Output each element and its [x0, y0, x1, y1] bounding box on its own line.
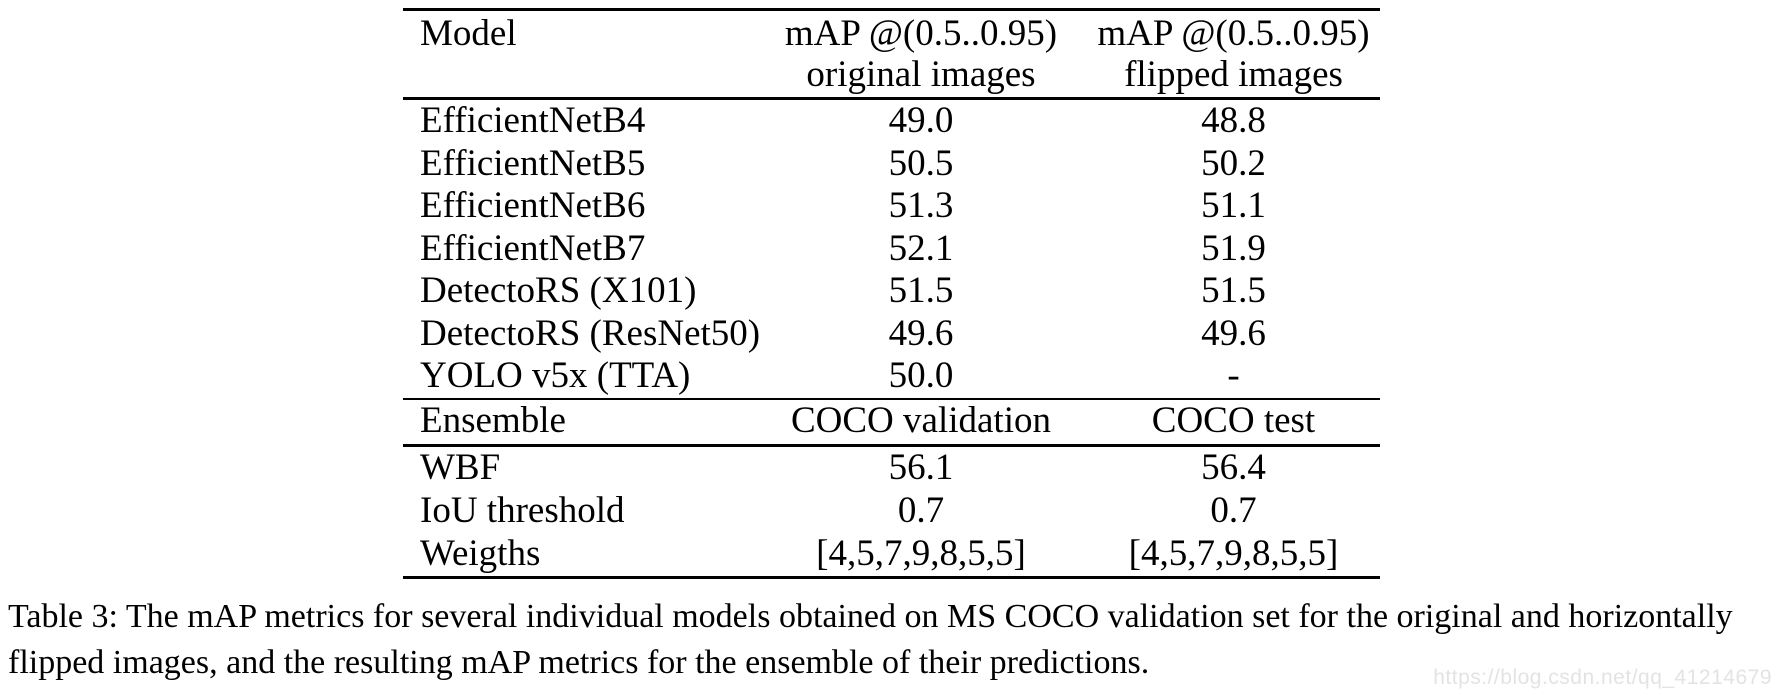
- model-name: DetectoRS (X101): [420, 270, 697, 311]
- iou-threshold-test: 0.7: [1210, 489, 1257, 531]
- map-flipped: -: [1227, 355, 1240, 396]
- weights-test: [4,5,7,9,8,5,5]: [1128, 532, 1339, 574]
- header-map-original: mAP @(0.5..0.95) original images: [755, 9, 1087, 100]
- results-table: Model mAP @(0.5..0.95) original images m…: [403, 8, 1380, 579]
- map-flipped: 51.1: [1201, 185, 1266, 226]
- header-map-flipped: mAP @(0.5..0.95) flipped images: [1087, 9, 1380, 100]
- map-flipped: 50.2: [1201, 142, 1266, 184]
- weights-validation: [4,5,7,9,8,5,5]: [816, 532, 1026, 574]
- header-model-label: Model: [420, 13, 517, 54]
- table-row: DetectoRS (X101) 51.5 51.5: [403, 270, 1380, 313]
- csdn-watermark: https://blog.csdn.net/qq_41214679: [1433, 666, 1772, 689]
- table-row-weights: Weigths [4,5,7,9,8,5,5] [4,5,7,9,8,5,5]: [403, 533, 1380, 578]
- map-flipped: 51.9: [1201, 227, 1266, 269]
- map-original: 49.0: [888, 100, 954, 141]
- header-map-original-line2: original images: [806, 54, 1036, 95]
- model-name: EfficientNetB7: [420, 227, 646, 269]
- model-name: EfficientNetB6: [420, 185, 646, 226]
- map-original: 51.3: [888, 185, 954, 226]
- header-map-flipped-line1: mAP @(0.5..0.95): [1097, 13, 1370, 54]
- ensemble-header-row: Ensemble COCO validation COCO test: [403, 397, 1380, 447]
- coco-test-label: COCO test: [1087, 397, 1380, 447]
- table-row: EfficientNetB4 49.0 48.8: [403, 99, 1380, 143]
- ensemble-label: Ensemble: [403, 397, 755, 447]
- coco-validation-label: COCO validation: [755, 397, 1087, 447]
- iou-threshold-validation: 0.7: [897, 489, 945, 531]
- table-header: Model mAP @(0.5..0.95) original images m…: [403, 9, 1380, 100]
- model-name: EfficientNetB5: [420, 142, 646, 184]
- table-row: EfficientNetB6 51.3 51.1: [403, 185, 1380, 228]
- header-map-original-line1: mAP @(0.5..0.95): [784, 13, 1058, 54]
- model-name: YOLO v5x (TTA): [420, 355, 691, 396]
- wbf-validation-map: 56.1: [888, 446, 954, 488]
- table-row-wbf: WBF 56.1 56.4: [403, 445, 1380, 490]
- wbf-test-map: 56.4: [1201, 446, 1266, 488]
- table-row: EfficientNetB7 52.1 51.9: [403, 228, 1380, 271]
- model-name: DetectoRS (ResNet50): [420, 312, 761, 354]
- weights-label: Weigths: [420, 532, 541, 574]
- model-name: EfficientNetB4: [420, 100, 646, 141]
- map-original: 51.5: [888, 270, 954, 311]
- iou-threshold-label: IoU threshold: [420, 489, 625, 531]
- map-original: 50.5: [888, 142, 954, 184]
- ensemble-method: WBF: [420, 446, 501, 488]
- map-original: 49.6: [888, 312, 954, 354]
- map-original: 50.0: [888, 355, 954, 396]
- model-rows: EfficientNetB4 49.0 48.8 EfficientNetB5 …: [403, 99, 1380, 447]
- table-row: YOLO v5x (TTA) 50.0 -: [403, 355, 1380, 399]
- header-model: Model: [403, 9, 755, 100]
- results-table-container: Model mAP @(0.5..0.95) original images m…: [403, 8, 1380, 579]
- map-flipped: 48.8: [1201, 100, 1266, 141]
- ensemble-rows: WBF 56.1 56.4 IoU threshold 0.7 0.7 Weig…: [403, 445, 1380, 577]
- table-row: DetectoRS (ResNet50) 49.6 49.6: [403, 313, 1380, 356]
- map-original: 52.1: [888, 227, 954, 269]
- map-flipped: 51.5: [1201, 270, 1266, 311]
- table-row: EfficientNetB5 50.5 50.2: [403, 143, 1380, 186]
- header-map-flipped-line2: flipped images: [1124, 54, 1343, 95]
- table-caption: Table 3: The mAP metrics for several ind…: [8, 598, 1733, 681]
- table-row-iou: IoU threshold 0.7 0.7: [403, 490, 1380, 533]
- map-flipped: 49.6: [1201, 312, 1266, 354]
